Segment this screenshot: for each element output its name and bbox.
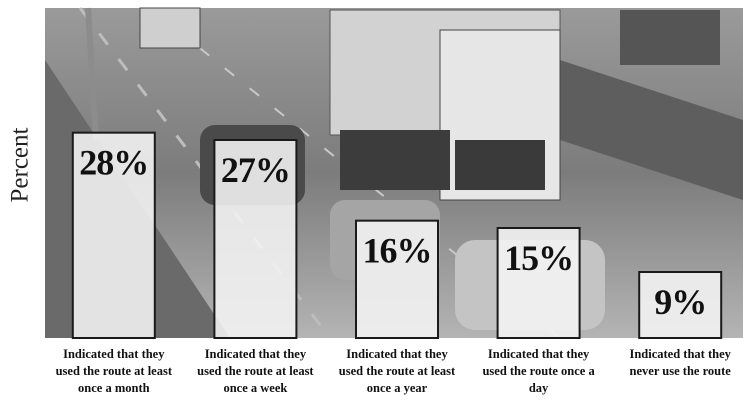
value-label: 27%	[221, 150, 290, 190]
x-tick-label: Indicated that they used the route at le…	[333, 346, 461, 397]
y-axis-label: Percent	[7, 127, 34, 202]
value-label: 9%	[654, 282, 706, 322]
chart: Percent 28% 27% 16% 15% 9%	[0, 0, 743, 402]
x-tick-label: Indicated that they used the route at le…	[50, 346, 178, 397]
x-tick-label: Indicated that they used the route at le…	[191, 346, 319, 397]
chart-page: Percent 28% 27% 16% 15% 9% Indicated that th…	[0, 0, 743, 402]
x-tick-label: Indicated that they used the route once …	[475, 346, 603, 397]
value-label: 16%	[363, 231, 432, 271]
value-label: 28%	[79, 143, 148, 183]
x-tick-label: Indicated that they never use the route	[616, 346, 743, 380]
value-label: 15%	[504, 238, 573, 278]
